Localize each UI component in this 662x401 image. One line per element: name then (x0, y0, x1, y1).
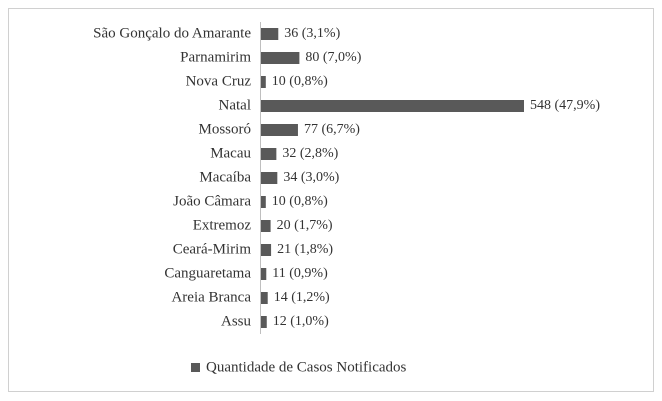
bar (261, 100, 524, 112)
category-label: Natal (219, 97, 251, 113)
value-label: 10 (0,8%) (272, 74, 328, 89)
category-label: Canguaretama (164, 265, 251, 281)
value-label: 32 (2,8%) (282, 146, 338, 161)
category-label: João Câmara (173, 193, 251, 209)
bar (261, 316, 267, 328)
legend-label: Quantidade de Casos Notificados (206, 359, 407, 375)
bar (261, 76, 266, 88)
value-label: 12 (1,0%) (273, 314, 329, 329)
category-label: Extremoz (193, 217, 252, 233)
value-label: 10 (0,8%) (272, 194, 328, 209)
value-label: 14 (1,2%) (274, 290, 330, 305)
category-label: Nova Cruz (186, 73, 252, 89)
bar (261, 124, 298, 136)
bar (261, 172, 278, 184)
value-label: 11 (0,9%) (272, 266, 328, 281)
bar (261, 268, 267, 280)
value-label: 548 (47,9%) (530, 98, 600, 113)
bar (261, 196, 266, 208)
bar (261, 52, 300, 64)
bar (261, 292, 268, 304)
category-label: Assu (221, 313, 252, 329)
bar (261, 244, 272, 256)
value-label: 80 (7,0%) (305, 50, 361, 65)
category-label: São Gonçalo do Amarante (93, 25, 251, 41)
value-label: 77 (6,7%) (304, 122, 360, 137)
legend-swatch (191, 363, 200, 372)
category-label: Areia Branca (171, 289, 251, 305)
category-label: Ceará-Mirim (173, 241, 252, 257)
chart-border (8, 8, 654, 392)
category-label: Parnamirim (180, 49, 251, 65)
value-label: 20 (1,7%) (277, 218, 333, 233)
category-label: Macau (210, 145, 251, 161)
value-label: 36 (3,1%) (284, 26, 340, 41)
value-label: 34 (3,0%) (283, 170, 339, 185)
category-label: Mossoró (198, 121, 251, 137)
bar (261, 28, 279, 40)
bar (261, 148, 277, 160)
category-label: Macaíba (199, 169, 251, 185)
value-label: 21 (1,8%) (277, 242, 333, 257)
bar (261, 220, 271, 232)
